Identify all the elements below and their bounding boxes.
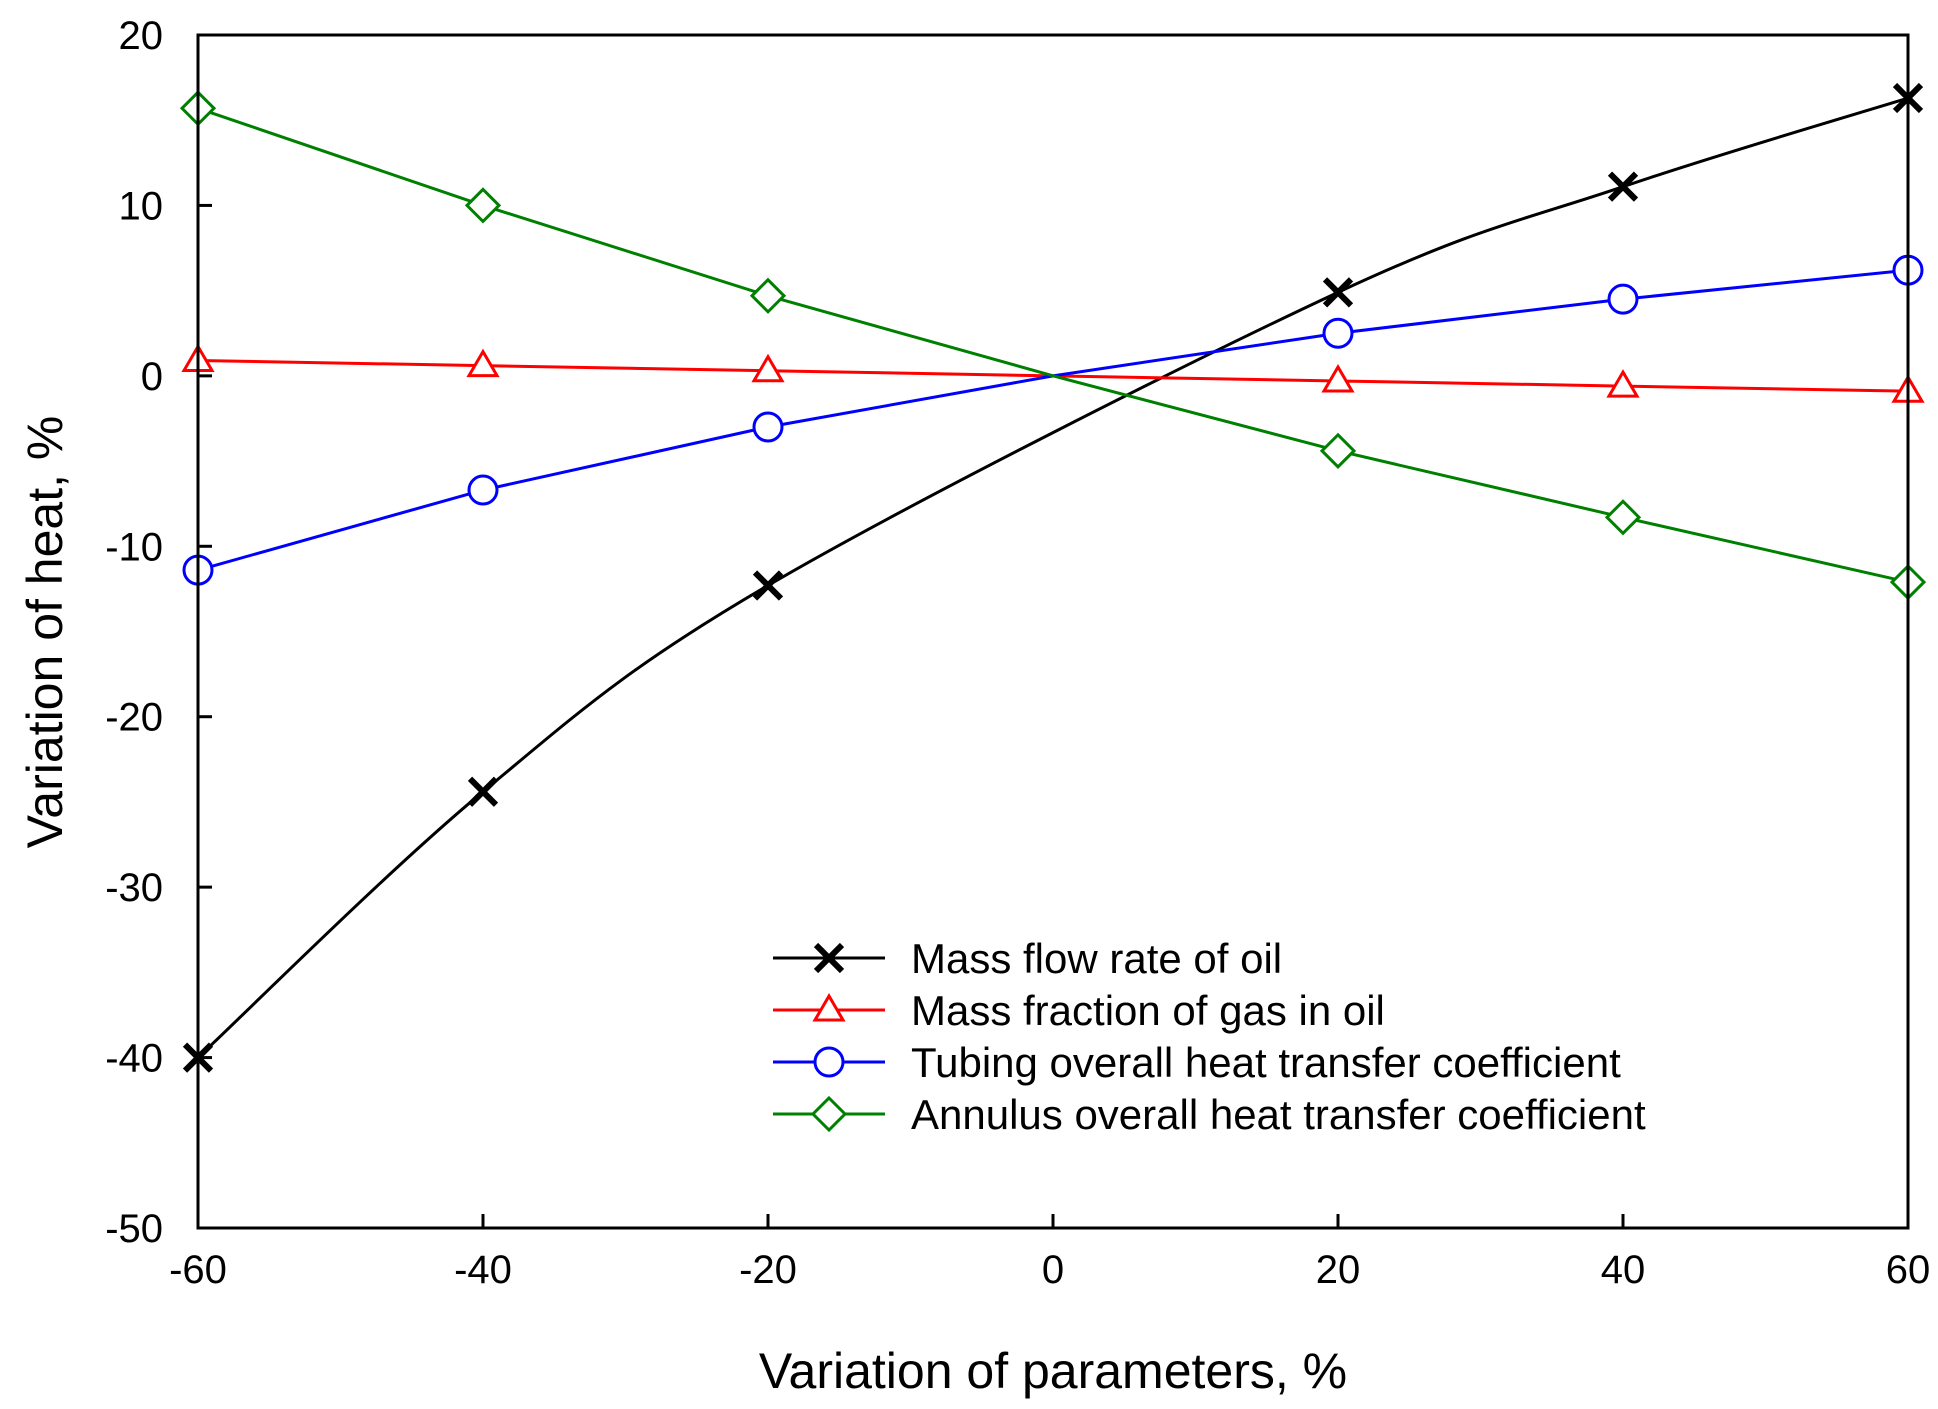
series-2-point-4 bbox=[1607, 283, 1639, 315]
legend-label-2: Tubing overall heat transfer coefficient bbox=[911, 1039, 1621, 1086]
series-2-point-1 bbox=[467, 474, 499, 506]
y-tick-label-0: -50 bbox=[105, 1207, 163, 1251]
series-1-point-3 bbox=[1321, 363, 1355, 393]
series-1-point-4 bbox=[1606, 369, 1640, 398]
legend-marker-0 bbox=[813, 942, 845, 974]
legend-entry-3: Annulus overall heat transfer coefficien… bbox=[773, 1091, 1646, 1138]
legend-label-3: Annulus overall heat transfer coefficien… bbox=[911, 1091, 1646, 1138]
legend-marker-2 bbox=[813, 1046, 845, 1078]
series-2-point-3 bbox=[1322, 317, 1354, 349]
series-lines bbox=[196, 96, 1909, 1059]
y-tick-label-5: 0 bbox=[141, 355, 163, 399]
y-axis-title: Variation of heat, % bbox=[17, 416, 73, 849]
legend-entry-1: Mass fraction of gas in oil bbox=[773, 987, 1385, 1034]
x-tick-labels: -60 -40 -20 0 20 40 60 bbox=[169, 1248, 1930, 1292]
series-3-point-4 bbox=[1604, 499, 1642, 536]
y-tick-label-4: -10 bbox=[105, 525, 163, 569]
legend-label-0: Mass flow rate of oil bbox=[911, 935, 1282, 982]
series-markers bbox=[179, 82, 1927, 1073]
x-tick-label-3: 0 bbox=[1042, 1248, 1064, 1292]
legend-entry-2: Tubing overall heat transfer coefficient bbox=[773, 1039, 1621, 1086]
series-1-point-2 bbox=[751, 353, 785, 383]
y-tick-label-3: -20 bbox=[105, 696, 163, 740]
series-3-point-2 bbox=[749, 277, 787, 314]
legend-marker-1 bbox=[812, 993, 846, 1022]
legend-entry-0: Mass flow rate of oil bbox=[773, 935, 1282, 982]
series-1-point-1 bbox=[466, 348, 500, 378]
x-tick-label-6: 60 bbox=[1886, 1248, 1931, 1292]
series-2-point-2 bbox=[752, 411, 784, 443]
x-tick-label-2: -20 bbox=[739, 1248, 797, 1292]
series-0-point-2 bbox=[752, 570, 784, 601]
x-axis-title: Variation of parameters, % bbox=[759, 1343, 1347, 1399]
series-0-point-4 bbox=[1607, 171, 1639, 202]
legend-label-1: Mass fraction of gas in oil bbox=[911, 987, 1385, 1034]
series-3-point-3 bbox=[1319, 432, 1357, 469]
y-tick-label-2: -30 bbox=[105, 866, 163, 910]
legend: Mass flow rate of oil Mass fraction of ga… bbox=[773, 935, 1646, 1138]
series-3-point-1 bbox=[464, 187, 502, 224]
x-tick-label-5: 40 bbox=[1601, 1248, 1646, 1292]
x-tick-label-1: -40 bbox=[454, 1248, 512, 1292]
y-tick-label-6: 10 bbox=[119, 184, 164, 228]
series-line-0 bbox=[196, 96, 1909, 1059]
series-0-point-3 bbox=[1322, 277, 1354, 308]
y-tick-label-1: -40 bbox=[105, 1037, 163, 1081]
y-tick-label-7: 20 bbox=[119, 14, 164, 58]
series-0-point-1 bbox=[467, 776, 499, 807]
x-tick-label-4: 20 bbox=[1316, 1248, 1361, 1292]
y-tick-labels: -50 -40 -30 -20 -10 0 10 20 bbox=[105, 14, 163, 1251]
series-line-3 bbox=[197, 106, 1909, 584]
legend-marker-3 bbox=[810, 1095, 848, 1133]
axis-ticks bbox=[196, 33, 1910, 1230]
x-tick-label-0: -60 bbox=[169, 1248, 227, 1292]
